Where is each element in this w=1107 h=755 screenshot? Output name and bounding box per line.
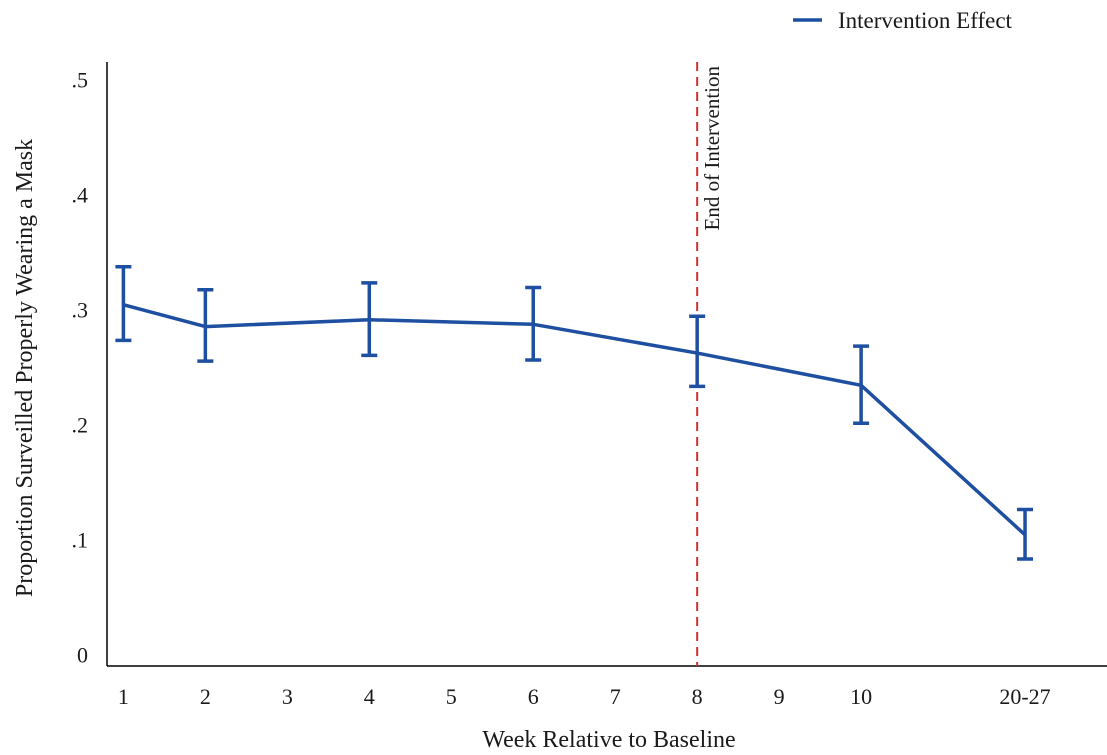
end-of-intervention-label: End of Intervention: [700, 66, 724, 231]
error-bar: [1017, 507, 1034, 561]
series-layer: [115, 265, 1034, 561]
x-tick-label: 10: [850, 684, 872, 709]
error-bar: [361, 281, 378, 358]
y-ticks: 0 .1 .2 .3 .4 .5: [72, 67, 89, 667]
y-tick-label: .3: [72, 297, 89, 322]
legend-label: Intervention Effect: [838, 8, 1013, 33]
x-tick-label: 4: [364, 684, 375, 709]
y-tick-label: .2: [72, 412, 89, 437]
x-tick-label: 2: [200, 684, 211, 709]
error-bar: [853, 344, 870, 425]
x-tick-label: 20-27: [999, 684, 1050, 709]
error-bar: [115, 265, 132, 343]
y-axis-title: Proportion Surveilled Properly Wearing a…: [12, 139, 38, 597]
y-tick-label: 0: [77, 642, 88, 667]
annotations: End of Intervention: [696, 62, 724, 666]
x-tick-label: 1: [118, 684, 129, 709]
error-bar: [525, 285, 542, 362]
error-bar: [197, 288, 214, 363]
x-tick-label: 9: [774, 684, 785, 709]
x-tick-label: 8: [692, 684, 703, 709]
legend: Intervention Effect: [793, 8, 1013, 33]
y-tick-label: .1: [72, 527, 89, 552]
error-bar: [689, 314, 706, 389]
y-tick-label: .4: [72, 182, 89, 207]
x-ticks: 1 2 3 4 5 6 7 8 9 10 20-27: [118, 684, 1051, 709]
x-tick-label: 6: [528, 684, 539, 709]
x-tick-label: 3: [282, 684, 293, 709]
x-tick-label: 5: [446, 684, 457, 709]
x-axis-title: Week Relative to Baseline: [482, 727, 735, 753]
axes: 0 .1 .2 .3 .4 .5 1 2 3 4 5 6 7 8 9 10 20-27: [72, 62, 1107, 709]
x-tick-label: 7: [610, 684, 621, 709]
y-tick-label: .5: [72, 67, 89, 92]
